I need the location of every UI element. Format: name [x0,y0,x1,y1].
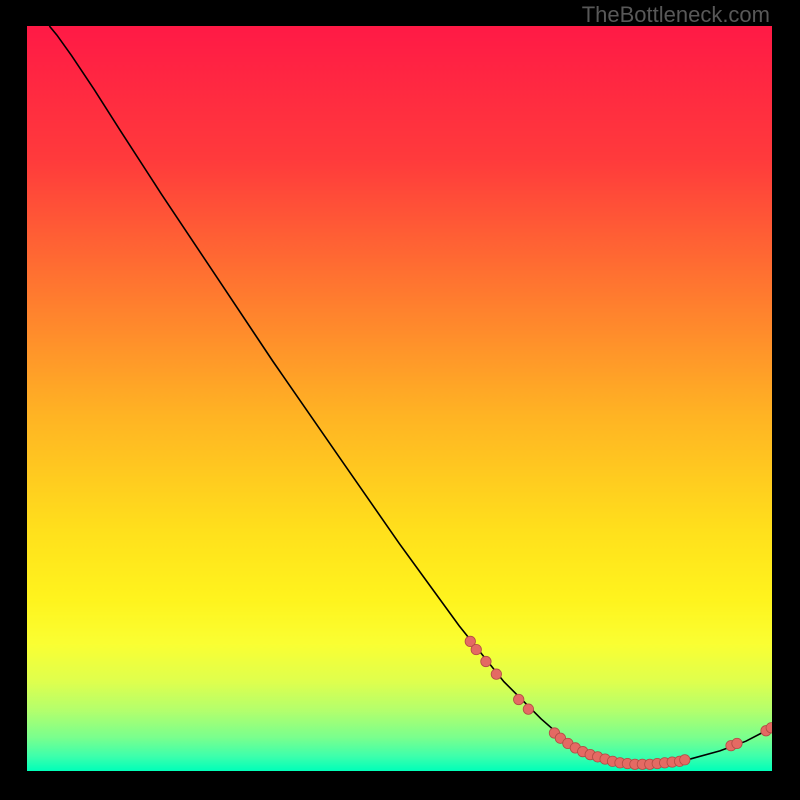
chart-overlay-svg [27,26,772,771]
data-marker [523,704,533,714]
watermark-text: TheBottleneck.com [582,2,770,28]
data-marker [471,644,481,654]
data-marker [732,738,742,748]
data-marker [481,656,491,666]
data-marker [491,669,501,679]
chart-container: TheBottleneck.com [0,0,800,800]
data-marker [680,755,690,765]
bottleneck-curve [49,26,772,764]
data-marker [514,694,524,704]
plot-area [27,26,772,771]
